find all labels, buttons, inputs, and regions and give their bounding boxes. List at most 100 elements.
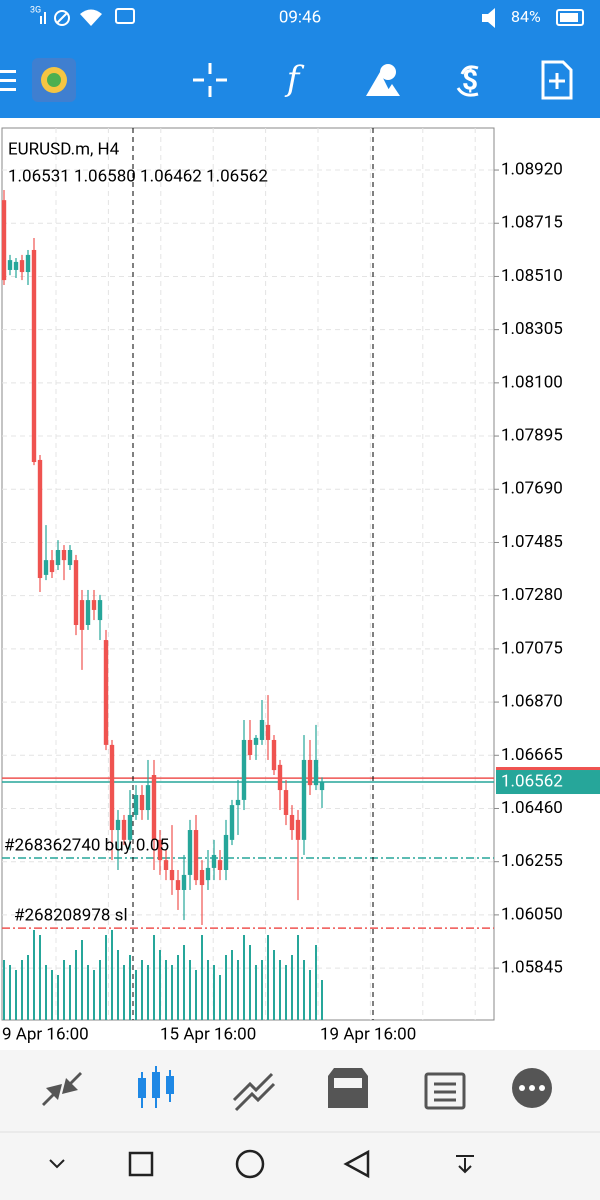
y-tick-label: 1.08715 xyxy=(501,213,563,233)
y-tick-label: 1.08920 xyxy=(501,160,563,180)
candle-body xyxy=(7,260,13,270)
candle-body xyxy=(151,775,157,840)
candle-body xyxy=(205,867,211,881)
candle-body xyxy=(271,739,277,771)
candle-body xyxy=(85,600,91,625)
y-tick-label: 1.07075 xyxy=(501,638,563,658)
candle-body xyxy=(31,249,37,463)
candle-body xyxy=(187,830,193,875)
candle-body xyxy=(247,739,253,756)
candle-body xyxy=(193,830,199,881)
y-tick-label: 1.07690 xyxy=(501,479,563,499)
dnd-icon xyxy=(54,10,70,26)
trade-tab[interactable] xyxy=(232,1072,276,1112)
candle-body xyxy=(217,860,223,870)
candle-body xyxy=(283,790,289,815)
candle-body xyxy=(67,549,73,566)
nav-pull[interactable] xyxy=(456,1155,474,1174)
candle-body xyxy=(229,805,235,840)
price-tag-top xyxy=(496,767,600,771)
nav-recents[interactable] xyxy=(128,1151,154,1177)
candle-body xyxy=(55,549,61,566)
y-tick-label: 1.07485 xyxy=(501,532,563,552)
order-label: #268208978 sl xyxy=(14,906,128,926)
candle-body xyxy=(277,764,283,791)
candle-body xyxy=(139,794,145,811)
objects-button[interactable] xyxy=(366,64,400,96)
candle-body xyxy=(295,819,301,840)
network-type: 3G xyxy=(30,5,41,15)
plot xyxy=(1,169,494,1020)
trade-button[interactable] xyxy=(456,65,479,97)
price-tag xyxy=(496,770,600,795)
candle-body xyxy=(301,759,307,840)
candle-body xyxy=(313,759,319,786)
y-tick-label: 1.06255 xyxy=(501,851,563,871)
chat-tab[interactable] xyxy=(512,1068,552,1108)
battery-level: 84% xyxy=(511,7,541,26)
nav-home[interactable] xyxy=(235,1149,265,1179)
chart-tab[interactable] xyxy=(138,1066,174,1108)
candle-body xyxy=(145,785,151,811)
candle-body xyxy=(235,799,241,806)
candle-body xyxy=(319,782,325,791)
candle-body xyxy=(37,459,43,579)
x-tick-label: 9 Apr 16:00 xyxy=(2,1024,89,1044)
y-tick-label: 1.07280 xyxy=(501,585,563,605)
candle-body xyxy=(241,739,247,800)
x-tick-label: 15 Apr 16:00 xyxy=(160,1024,256,1044)
trade-symbol: $ xyxy=(462,63,478,96)
quotes-tab[interactable] xyxy=(42,1072,82,1106)
message-icon xyxy=(115,8,135,24)
chart-symbol: EURUSD.m, H4 xyxy=(8,139,120,159)
history-tab[interactable] xyxy=(328,1068,368,1108)
y-tick-label: 1.05845 xyxy=(501,958,563,978)
ohlc-readout: 1.06531 1.06580 1.06462 1.06562 xyxy=(8,166,268,186)
bottom-bar xyxy=(0,1050,600,1200)
candle-body xyxy=(43,560,49,575)
candle-body xyxy=(175,880,181,890)
y-tick-label: 1.06050 xyxy=(501,904,563,924)
candle-body xyxy=(253,737,259,745)
x-tick-label: 19 Apr 16:00 xyxy=(320,1024,416,1044)
candle-body xyxy=(307,759,313,786)
y-tick-label: 1.06870 xyxy=(501,692,563,712)
order-label: #268362740 buy 0.05 xyxy=(4,836,169,856)
candle-body xyxy=(211,854,217,868)
y-tick-label: 1.08305 xyxy=(501,319,563,339)
candle-body xyxy=(199,869,205,886)
y-tick-label: 1.06665 xyxy=(501,745,563,765)
candle-body xyxy=(115,819,121,831)
candle-body xyxy=(133,794,139,815)
menu-button[interactable] xyxy=(0,70,16,91)
y-tick-label: 1.08510 xyxy=(501,266,563,286)
candle-body xyxy=(19,260,25,273)
nav-hide[interactable] xyxy=(49,1159,65,1169)
new-order-button[interactable] xyxy=(541,60,573,100)
candle-body xyxy=(181,874,187,890)
candle-body xyxy=(97,600,103,621)
candle-body xyxy=(127,814,133,840)
candle-body xyxy=(223,834,229,870)
y-tick-label: 1.08100 xyxy=(501,372,563,392)
nav-back[interactable] xyxy=(343,1149,370,1179)
candle-body xyxy=(25,254,31,273)
candle-body xyxy=(289,814,295,831)
candle-body xyxy=(103,640,109,745)
candle-body xyxy=(1,200,7,281)
candle-body xyxy=(13,261,19,270)
candle-body xyxy=(61,549,67,561)
candle-body xyxy=(265,724,271,740)
candle-body xyxy=(157,839,163,861)
candle-body xyxy=(121,819,127,840)
battery-icon xyxy=(556,9,584,26)
news-tab[interactable] xyxy=(424,1072,466,1110)
candle-body xyxy=(109,744,115,831)
crosshair-button[interactable] xyxy=(193,63,227,97)
signal-icon xyxy=(40,12,46,24)
candle-body xyxy=(259,719,265,740)
price-tag-label: 1.06562 xyxy=(501,771,563,791)
candle-body xyxy=(169,869,175,881)
candle-body xyxy=(73,560,79,625)
